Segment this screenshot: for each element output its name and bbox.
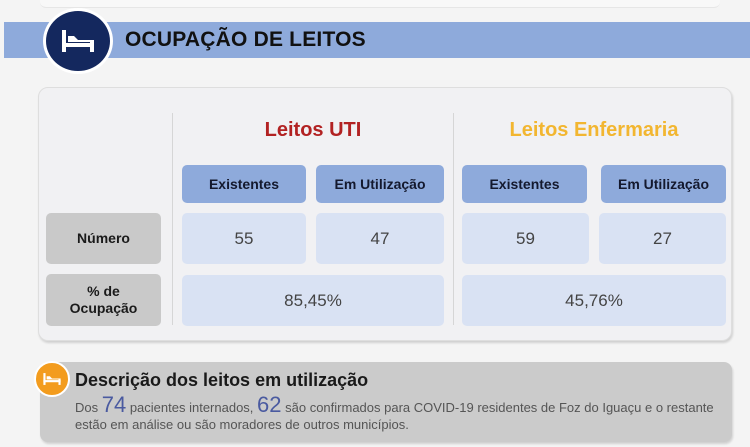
description-text: Dos 74 pacientes internados, 62 são conf…	[75, 394, 735, 433]
bed-icon	[43, 373, 61, 385]
confirmed-count: 62	[257, 392, 282, 417]
description-icon-badge	[34, 361, 70, 397]
description-text-suffix: são confirmados para COVID-19 residentes…	[75, 400, 714, 432]
bed-icon	[62, 30, 94, 52]
enfermaria-existentes-header: Existentes	[462, 165, 587, 203]
enfermaria-ocupacao-value: 45,76%	[462, 275, 726, 326]
row-label-ocupacao: % de Ocupação	[46, 274, 161, 326]
patients-count: 74	[101, 392, 127, 417]
description-text-mid: pacientes internados,	[126, 400, 258, 415]
enfermaria-em-utilizacao-value: 27	[599, 213, 726, 264]
description-text-prefix: Dos	[75, 400, 102, 415]
uti-em-utilizacao-value: 47	[316, 213, 444, 264]
enfermaria-title: Leitos Enfermaria	[509, 119, 679, 141]
header-bar	[4, 22, 750, 58]
uti-existentes-value: 55	[182, 213, 306, 264]
uti-ocupacao-value: 85,45%	[182, 275, 444, 326]
description-card	[40, 362, 732, 442]
top-strip	[40, 0, 720, 8]
row-label-numero: Número	[46, 213, 161, 264]
enfermaria-em-utilizacao-header: Em Utilização	[601, 165, 726, 203]
row-label-ocupacao-line1: % de	[87, 282, 120, 299]
column-divider	[172, 113, 173, 325]
description-title: Descrição dos leitos em utilização	[75, 370, 369, 390]
uti-em-utilizacao-header: Em Utilização	[316, 165, 444, 203]
row-label-ocupacao-line2: Ocupação	[69, 300, 138, 316]
header-icon-badge	[43, 8, 113, 74]
column-divider	[453, 113, 454, 325]
uti-title: Leitos UTI	[264, 119, 362, 141]
uti-existentes-header: Existentes	[182, 165, 306, 203]
page-title: OCUPAÇÃO DE LEITOS	[125, 28, 366, 51]
enfermaria-existentes-value: 59	[462, 213, 589, 264]
